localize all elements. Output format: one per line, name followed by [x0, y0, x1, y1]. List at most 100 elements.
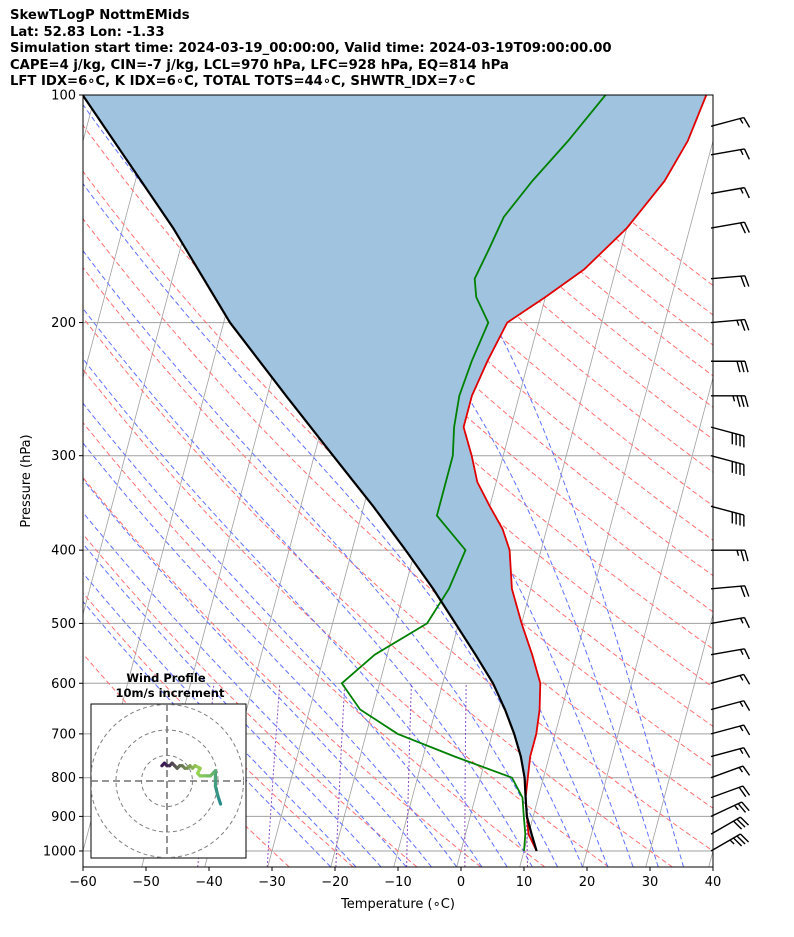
wind-barb [710, 505, 745, 527]
wind-barb-half-feather [736, 320, 740, 326]
wind-barb-shaft [710, 785, 744, 799]
wind-barb [710, 426, 745, 448]
wind-barb [710, 616, 750, 629]
wind-barb-feather [736, 361, 741, 373]
wind-barb [710, 801, 750, 818]
wind-barb-feather [740, 549, 745, 562]
wind-barb-feather [743, 221, 750, 233]
moist-adiabat-line [83, 572, 357, 867]
wind-barb-half-feather [739, 649, 744, 655]
wind-barb-feather [733, 820, 743, 830]
y-tick-label: 700 [51, 727, 76, 742]
wind-barb-shaft [710, 765, 744, 779]
plot-frame [82, 94, 714, 868]
dry-adiabat-line [321, 95, 713, 440]
wind-barb-feather [744, 395, 749, 408]
y-tick-label: 400 [51, 544, 76, 559]
hodograph-title: Wind Profile [126, 671, 206, 685]
dry-adiabat-line [83, 476, 482, 867]
wind-barb-feather [736, 835, 746, 845]
wind-barb-half-feather [736, 549, 740, 556]
dry-adiabat-line [83, 368, 609, 867]
y-tick-label: 200 [51, 316, 76, 331]
dry-adiabat-line [83, 421, 546, 867]
wind-barb [710, 585, 750, 598]
x-tick-label: 0 [457, 875, 465, 890]
wind-barb [710, 785, 751, 799]
isotherm-line [83, 95, 96, 143]
wind-barb-feather [743, 648, 750, 660]
wind-barb-feather [736, 818, 746, 828]
wind-barb-shaft [710, 505, 745, 516]
chart-title: SkewTLogP NottmEMids [10, 8, 190, 23]
wind-barb-half-feather [739, 725, 744, 732]
hodograph-subtitle: 10m/s increment [116, 686, 225, 700]
wind-barb-shaft [710, 455, 745, 466]
wind-barb-half-feather [739, 701, 744, 708]
wind-barb-shaft [710, 801, 743, 818]
wind-barb-feather [743, 617, 750, 629]
wind-barb-feather [744, 319, 750, 331]
chart-header: SkewTLogP NottmEMids Lat: 52.83 Lon: -1.… [10, 8, 612, 91]
wind-barb [710, 275, 750, 288]
indices-line: LFT IDX=6∘C, K IDX=6∘C, TOTAL TOTS=44∘C,… [10, 74, 476, 89]
wind-barb-feather [744, 361, 749, 373]
mixing-ratio-line [406, 683, 412, 867]
wind-barb-half-feather [739, 149, 744, 156]
moist-adiabat-line [228, 95, 659, 867]
x-tick-label: −60 [69, 875, 96, 890]
wind-barb-feather [743, 747, 751, 758]
x-tick-label: −30 [258, 875, 285, 890]
wind-barb-shaft [710, 724, 745, 735]
x-tick-label: −20 [321, 875, 348, 890]
wind-barb-feather [743, 187, 750, 199]
wind-barb-half-feather [729, 839, 735, 845]
wind-barb-feather [744, 549, 749, 562]
location-line: Lat: 52.83 Lon: -1.33 [10, 24, 165, 40]
moist-adiabat-line [83, 307, 533, 867]
wind-barb-shaft [710, 816, 741, 835]
isotherm-line [83, 95, 159, 380]
mixing-ratio-line [266, 683, 281, 867]
wind-barb-feather [743, 117, 751, 128]
dry-adiabat-line [83, 533, 418, 867]
wind-barb-shaft [710, 747, 745, 758]
isotherm-line [582, 376, 713, 867]
dry-adiabat-line [289, 95, 713, 473]
moist-adiabat-line [83, 600, 332, 867]
y-tick-label: 300 [51, 449, 76, 464]
wind-barb-shaft [710, 116, 745, 127]
wind-barb [711, 360, 749, 373]
wind-barb-shaft [710, 186, 745, 195]
wind-barb [710, 318, 750, 331]
y-tick-label: 800 [51, 771, 76, 786]
wind-barb-feather [744, 585, 750, 597]
moist-adiabat-line [83, 182, 584, 867]
wind-barb-shaft [710, 426, 745, 437]
x-tick-label: 10 [516, 875, 533, 890]
wind-barb-feather [740, 361, 745, 373]
wind-barb-shaft [710, 616, 745, 625]
x-axis-label: Temperature (∘C) [340, 897, 455, 912]
wind-barb-half-feather [739, 118, 744, 124]
dry-adiabat-line [191, 95, 713, 577]
dry-adiabat-line [223, 95, 713, 541]
moist-adiabat-line [83, 478, 432, 867]
wind-barb-shaft [710, 700, 745, 711]
wind-barb-half-feather [739, 617, 744, 624]
moist-adiabat-line [83, 402, 483, 867]
wind-barb-shaft [710, 673, 745, 684]
wind-barb-feather [739, 222, 747, 234]
wind-barb-feather [733, 837, 743, 847]
mixing-ratio-line [335, 683, 346, 867]
moist-adiabat-line [83, 542, 382, 867]
isotherm-line [645, 612, 713, 867]
y-tick-label: 100 [51, 89, 76, 104]
wind-barb-feather [742, 785, 751, 796]
wind-barb-feather [743, 674, 751, 685]
x-tick-label: −10 [384, 875, 411, 890]
y-tick-label: 600 [51, 677, 76, 692]
wind-barb [710, 724, 751, 736]
wind-barb [710, 833, 750, 852]
dry-adiabat-line [354, 95, 713, 408]
